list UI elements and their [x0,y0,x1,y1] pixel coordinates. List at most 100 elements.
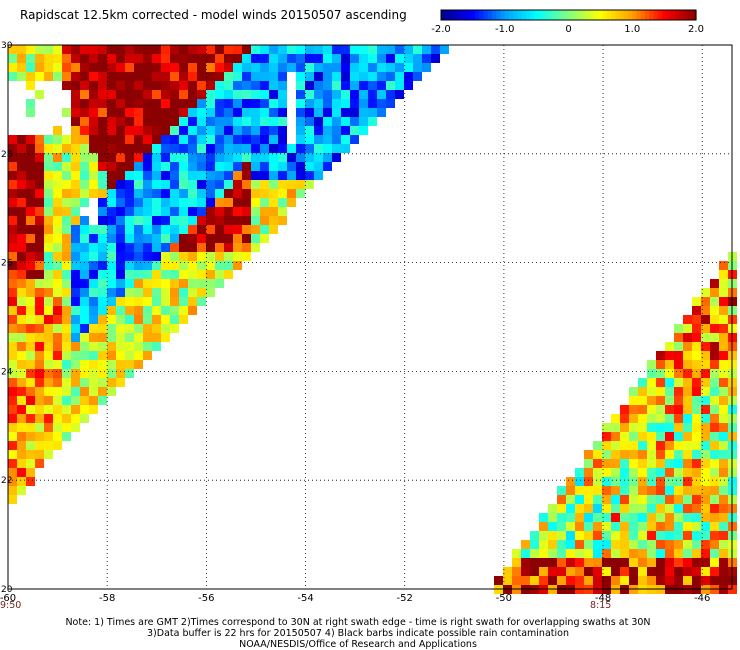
wind-cell [251,63,260,72]
wind-cell [26,81,35,90]
wind-cell [215,99,224,108]
colorbar-cell [564,10,570,20]
wind-cell [251,189,260,198]
wind-cell [575,486,584,495]
wind-cell [35,90,44,99]
wind-cell [161,99,170,108]
wind-cell [224,207,233,216]
wind-cell [611,441,620,450]
wind-cell [251,153,260,162]
wind-cell [683,549,692,558]
wind-cell [305,108,314,117]
wind-cell [35,243,44,252]
footnote-line-1: Note: 1) Times are GMT 2)Times correspon… [65,617,651,628]
wind-cell [17,342,26,351]
wind-cell [53,387,62,396]
wind-cell [179,63,188,72]
wind-cell [278,99,287,108]
wind-cell [692,306,701,315]
wind-cell [17,333,26,342]
wind-cell [53,225,62,234]
wind-cell [710,567,719,576]
wind-cell [566,513,575,522]
wind-cell [683,558,692,567]
colorbar-cell [475,10,480,20]
wind-cell [206,252,215,261]
wind-cell [134,81,143,90]
wind-cell [332,81,341,90]
wind-cell [566,504,575,513]
wind-cell [692,486,701,495]
wind-cell [566,531,575,540]
wind-cell [233,54,242,63]
y-tick-label: 26 [1,259,13,269]
wind-cell [53,144,62,153]
wind-cell [125,144,134,153]
wind-cell [71,117,80,126]
wind-cell [17,279,26,288]
wind-cell [8,279,17,288]
wind-cell [53,396,62,405]
wind-cell [35,72,44,81]
wind-cell [53,45,62,54]
wind-cell [71,297,80,306]
wind-cell [188,198,197,207]
wind-cell [719,378,728,387]
wind-cell [332,144,341,153]
wind-cell [26,315,35,324]
wind-cell [287,63,296,72]
wind-cell [71,99,80,108]
wind-cell [134,360,143,369]
wind-cell [665,387,674,396]
wind-cell [125,198,134,207]
wind-cell [620,486,629,495]
colorbar-cell [487,10,493,20]
wind-cell [197,153,206,162]
wind-cell [125,369,134,378]
wind-cell [125,351,134,360]
wind-cell [323,117,332,126]
wind-cell [161,135,170,144]
wind-cell [71,216,80,225]
wind-cell [71,270,80,279]
wind-cell [629,441,638,450]
wind-cell [278,63,287,72]
x-tick-label: -60 [0,593,16,604]
wind-cell [278,180,287,189]
wind-cell [107,351,116,360]
wind-cell [260,45,269,54]
wind-cell [350,90,359,99]
wind-cell [8,477,17,486]
wind-cell [8,153,17,162]
wind-cell [242,63,251,72]
wind-cell [638,567,647,576]
wind-cell [206,189,215,198]
wind-cell [692,567,701,576]
wind-cell [143,153,152,162]
wind-cell [674,549,683,558]
wind-cell [188,135,197,144]
wind-cell [332,135,341,144]
wind-cell [62,279,71,288]
wind-cell [602,450,611,459]
wind-cell [62,342,71,351]
wind-cell [161,54,170,63]
colorbar-cell [687,10,693,20]
wind-cell [368,63,377,72]
wind-cell [323,72,332,81]
wind-cell [161,90,170,99]
wind-cell [125,99,134,108]
wind-cell [296,81,305,90]
wind-cell [647,522,656,531]
wind-cell [71,189,80,198]
colorbar-cell [628,10,633,20]
wind-cell [206,90,215,99]
wind-cell [269,180,278,189]
wind-cell [269,171,278,180]
wind-cell [647,486,656,495]
wind-cell [719,558,728,567]
wind-cell [8,207,17,216]
wind-cell [647,387,656,396]
wind-cell [665,459,674,468]
wind-cell [170,54,179,63]
